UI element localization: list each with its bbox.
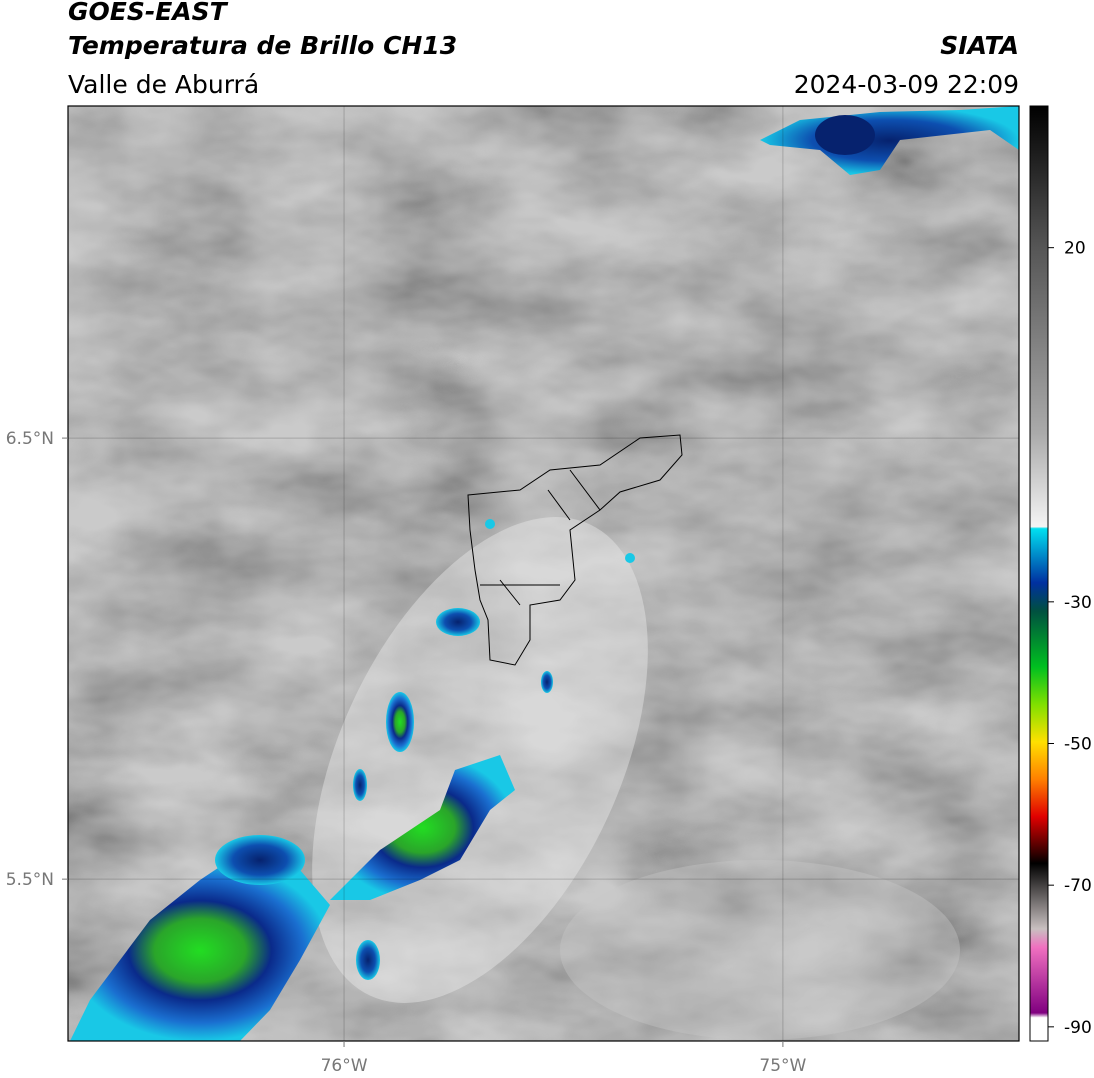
colorbar-tick-label: -90 bbox=[1064, 1018, 1092, 1038]
x-tick-label: 76°W bbox=[321, 1056, 368, 1076]
colorbar bbox=[1029, 105, 1049, 1042]
colorbar-tick-label: -70 bbox=[1064, 876, 1092, 896]
source: SIATA bbox=[940, 31, 1019, 60]
map-frame bbox=[67, 105, 1020, 1042]
colorbar-tick-label: 20 bbox=[1064, 239, 1086, 259]
title: GOES-EAST bbox=[68, 0, 229, 26]
y-tick-label: 5.5°N bbox=[6, 870, 54, 890]
map-image bbox=[68, 106, 1019, 1041]
region: Valle de Aburrá bbox=[68, 70, 259, 99]
colorbar-tick-label: -30 bbox=[1064, 593, 1092, 613]
subtitle: Temperatura de Brillo CH13 bbox=[68, 31, 457, 60]
datetime: 2024-03-09 22:09 bbox=[794, 70, 1019, 99]
y-tick-label: 6.5°N bbox=[6, 429, 54, 449]
colorbar-tick-label: -50 bbox=[1064, 735, 1092, 755]
x-tick-label: 75°W bbox=[759, 1056, 806, 1076]
